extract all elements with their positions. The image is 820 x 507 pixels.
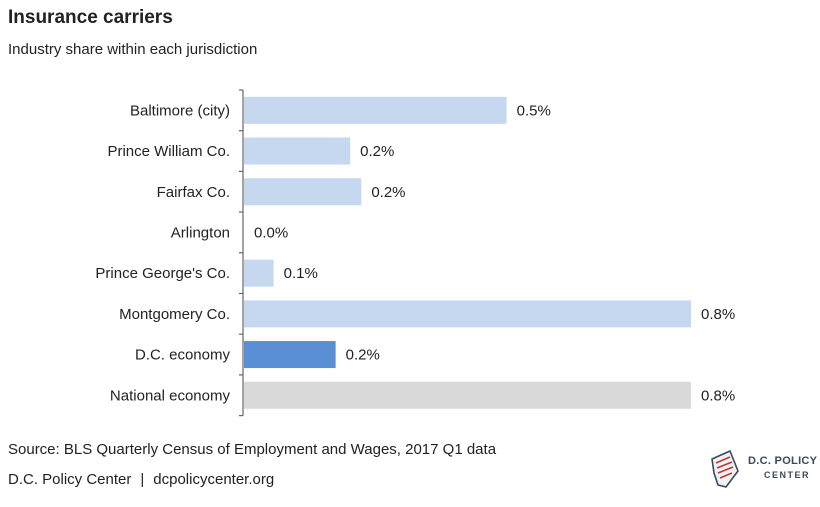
category-label: Baltimore (city): [130, 102, 230, 119]
value-label: 0.2%: [346, 347, 380, 364]
value-label: 0.2%: [371, 184, 405, 201]
category-label: Arlington: [171, 224, 230, 241]
chart-subtitle: Industry share within each jurisdiction: [8, 41, 258, 58]
bar-chart: Baltimore (city) 0.5% Prince William Co. 0.…: [95, 89, 735, 417]
value-label: 0.2%: [360, 143, 394, 160]
logo-line-1: D.C. POLICY: [748, 455, 818, 467]
org-url: dcpolicycenter.org: [153, 471, 275, 488]
dc-map-icon: [711, 450, 739, 488]
dc-policy-center-logo: D.C. POLICY CENTER: [704, 447, 818, 493]
category-label: Fairfax Co.: [157, 184, 230, 201]
category-label: D.C. economy: [135, 347, 231, 364]
value-label: 0.8%: [701, 306, 735, 323]
bar: [244, 96, 507, 124]
bar: [244, 178, 362, 206]
value-label: 0.1%: [284, 265, 318, 282]
category-label: Montgomery Co.: [119, 306, 230, 323]
category-label: Prince William Co.: [107, 143, 230, 160]
bar: [244, 137, 351, 165]
bar: [244, 381, 691, 409]
bar: [244, 300, 691, 328]
org-name: D.C. Policy Center: [8, 471, 132, 488]
credit-line: D.C. Policy Center | dcpolicycenter.org: [8, 471, 274, 488]
bar: [244, 259, 274, 287]
value-label: 0.0%: [254, 224, 288, 241]
value-label: 0.5%: [517, 102, 551, 119]
bar: [244, 341, 336, 369]
category-label: Prince George's Co.: [95, 265, 230, 282]
category-label: National economy: [110, 387, 231, 404]
source-note: Source: BLS Quarterly Census of Employme…: [8, 441, 497, 458]
chart-title: Insurance carriers: [8, 7, 173, 28]
credit-separator: |: [140, 471, 145, 488]
value-label: 0.8%: [701, 387, 735, 404]
logo-line-2: CENTER: [764, 470, 811, 480]
